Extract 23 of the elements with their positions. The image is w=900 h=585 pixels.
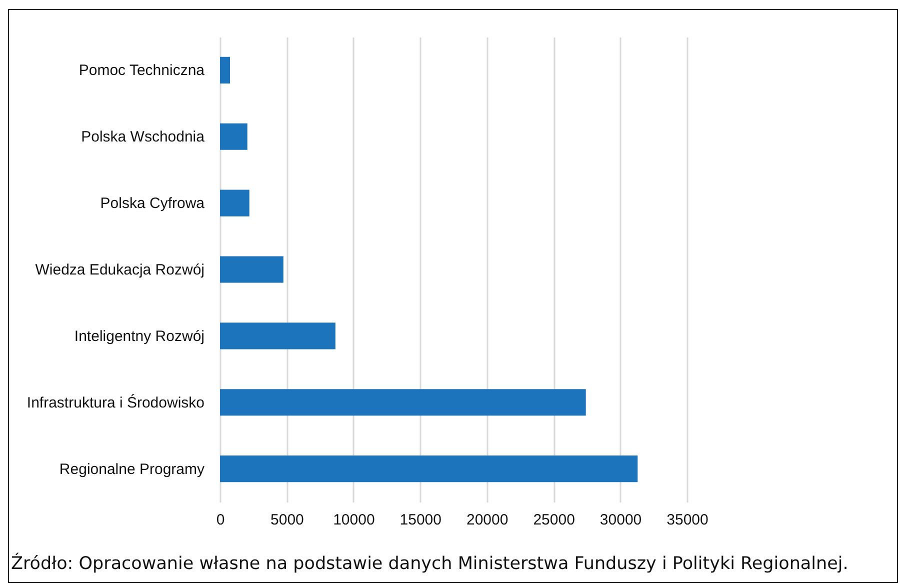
y-tick-label: Wiedza Edukacja Rozwój xyxy=(35,262,204,278)
bar xyxy=(220,190,250,216)
bar xyxy=(220,322,336,350)
bar xyxy=(220,389,586,416)
x-tick-label: 15000 xyxy=(400,512,442,528)
y-tick-label: Regionalne Programy xyxy=(59,460,205,478)
bar xyxy=(220,456,638,482)
y-tick-label: Polska Wschodnia xyxy=(81,128,206,146)
bar xyxy=(220,56,230,84)
y-tick-label: Inteligentny Rozwój xyxy=(74,328,204,345)
x-tick-label: 35000 xyxy=(666,512,708,528)
x-tick-label: 10000 xyxy=(333,512,375,528)
text: Źródło: Opracowanie własne na podstawie danych Ministerstwa Funduszy i Polityki Regionalnej. xyxy=(11,554,848,574)
bar xyxy=(220,256,284,283)
y-tick-label: Polska Cyfrowa xyxy=(100,195,206,212)
x-tick-label: 30000 xyxy=(600,512,642,528)
y-tick-label: Infrastruktura i Środowisko xyxy=(26,393,204,412)
x-tick-label: 25000 xyxy=(533,512,575,528)
x-tick-label: 0 xyxy=(216,512,225,528)
y-tick-label: Pomoc Techniczna xyxy=(78,62,206,80)
x-tick-label: 5000 xyxy=(270,512,304,528)
bar xyxy=(220,123,248,150)
x-tick-label: 20000 xyxy=(466,512,508,528)
